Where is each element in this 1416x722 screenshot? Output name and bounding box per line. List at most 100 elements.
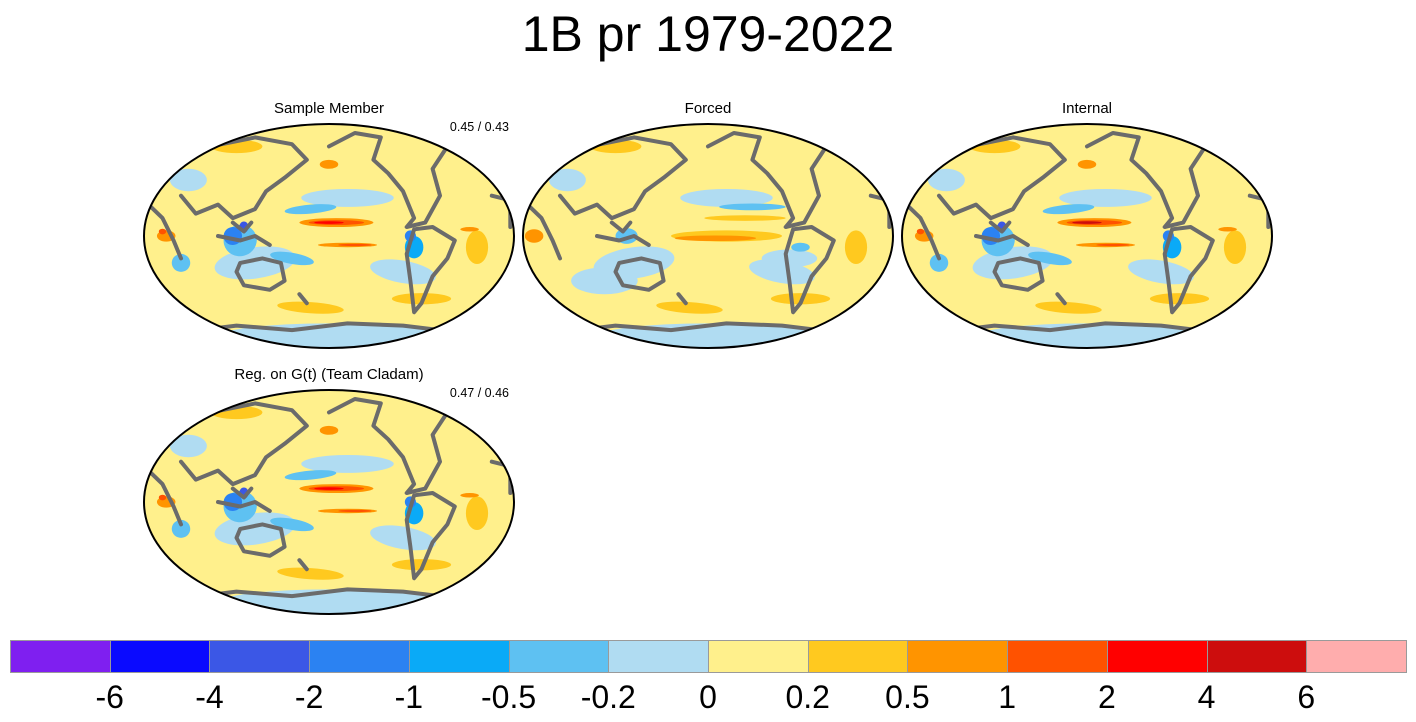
orange-region [674,235,757,242]
blue-region [1028,251,1072,266]
light-blue-region [301,188,394,207]
colorbar-box [608,640,709,673]
coastline [230,486,254,500]
coastline [676,292,688,306]
colorbar-box [1007,640,1108,673]
coastline [297,292,309,306]
colorbar-box [1206,640,1308,673]
coastline [523,198,562,261]
coastline [234,522,287,558]
map-panel-team-cladam: Reg. on G(t) (Team Cladam) 0.47 / 0.46 [141,366,517,616]
light-blue-region [169,434,207,458]
coastline [234,256,287,292]
light-blue-region [169,168,207,192]
coastline [974,234,1030,247]
coastline [327,392,450,495]
map-field [523,124,893,348]
red-region [158,494,167,501]
gold-region [844,230,868,264]
orange-region [1218,227,1237,232]
map-border [143,389,515,615]
orange-region [319,159,339,169]
coastline [179,321,461,335]
red-region [1072,221,1102,224]
colorbar [10,640,1407,673]
coastline [230,220,254,234]
map-field [144,124,514,348]
panel-score: 0.45 / 0.43 [449,120,509,134]
light-blue-region [370,259,436,285]
map-border [143,123,515,349]
map-canvas [143,389,515,615]
colorbar-tick-label: 0.5 [885,679,930,715]
gold-region [704,215,786,221]
red-region [314,487,344,490]
light-blue-region [719,203,786,211]
panel-score: 0.47 / 0.46 [449,386,509,400]
colorbar-tick-label: -4 [195,679,224,715]
red-region [916,228,925,235]
map-border [901,123,1273,349]
colorbar-box [708,640,809,673]
panel-title: Reg. on G(t) (Team Cladam) [234,366,424,383]
gold-region [465,230,489,264]
colorbar-box [508,640,610,673]
coastline [902,198,941,261]
colorbar-tick-label: 0.2 [785,679,830,715]
coastline [297,558,309,572]
red-region [338,243,372,247]
colorbar-box [309,640,410,673]
map-panel-sample-member: Sample Member 0.45 / 0.43 [141,100,517,350]
panel-title: Sample Member [273,100,385,117]
red-region [314,221,344,224]
colorbar-tick-label: -6 [95,679,124,715]
colorbar-box [1106,640,1208,673]
light-blue-region [370,525,436,551]
map-panel-internal: Internal [899,100,1275,350]
coastline [144,198,183,261]
map-canvas [143,123,515,349]
red-region [338,509,372,513]
blue-region [270,251,314,266]
colorbar-tick-label: 2 [1097,679,1116,715]
coastline [1085,126,1208,229]
coastline [595,234,651,247]
coastline [216,500,272,513]
coastline [179,587,461,601]
coastline [216,234,272,247]
orange-region [524,229,544,243]
light-blue-region [680,188,773,207]
colorbar-box [10,640,111,673]
orange-region [1077,159,1097,169]
colorbar-tick-label: -2 [294,679,324,715]
blue-region [171,253,191,272]
coastline [992,256,1045,292]
gold-region [1223,230,1247,264]
colorbar-box [907,640,1009,673]
panel-title: Internal [1061,100,1113,117]
blue-region [929,253,949,272]
map-canvas [901,123,1273,349]
gold-region [277,567,344,580]
blue-region [1042,204,1095,215]
coastline [1162,225,1215,315]
blue-region [171,519,191,538]
coastline [706,126,829,229]
blue-region [284,204,337,215]
colorbar-box [109,640,211,673]
gold-region [277,301,344,314]
light-blue-region [1128,259,1194,285]
figure-title: 1B pr 1979-2022 [521,6,895,62]
coastline [404,225,457,315]
light-blue-region [571,267,638,295]
coastline [613,256,666,292]
coastline [327,126,450,229]
light-blue-region [761,249,818,268]
red-region [1096,243,1130,247]
coastline [937,321,1219,335]
light-blue-region [548,168,586,192]
colorbar-tick-label: 0 [699,679,717,715]
colorbar-box [209,640,311,673]
map-panel-forced: Forced [520,100,896,350]
blue-region [791,242,810,252]
